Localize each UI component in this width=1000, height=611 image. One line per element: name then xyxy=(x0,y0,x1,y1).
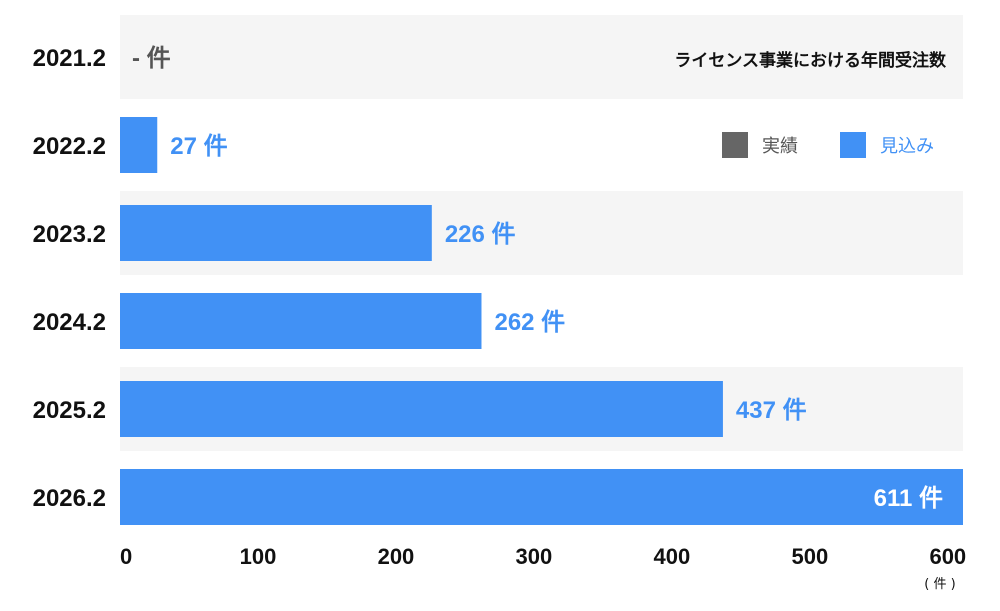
value-label: 611 件 xyxy=(874,485,943,512)
bar xyxy=(120,381,723,437)
bar xyxy=(120,205,432,261)
value-label: 27 件 xyxy=(170,133,227,160)
row-bands xyxy=(120,15,963,539)
category-label: 2022.2 xyxy=(33,133,106,160)
bar xyxy=(120,469,963,525)
legend-swatch xyxy=(840,132,866,158)
x-tick-label: 0 xyxy=(120,544,132,569)
category-label: 2025.2 xyxy=(33,397,106,424)
x-axis-ticks: 0 100 200 300 400 500 600 xyxy=(120,544,966,569)
bars-group xyxy=(120,117,963,525)
x-tick-label: 300 xyxy=(516,544,553,569)
x-tick-label: 500 xyxy=(791,544,828,569)
value-label: 226 件 xyxy=(445,221,516,248)
x-tick-label: 400 xyxy=(654,544,691,569)
x-axis-unit: ( 件 ) xyxy=(924,577,955,592)
x-tick-label: 100 xyxy=(240,544,277,569)
bar xyxy=(120,117,158,173)
category-label: 2021.2 xyxy=(33,45,106,72)
category-label: 2026.2 xyxy=(33,485,106,512)
category-labels: 2021.2 2022.2 2023.2 2024.2 2025.2 2026.2 xyxy=(33,45,106,512)
value-labels: - 件 27 件 226 件 262 件 437 件 611 件 xyxy=(132,45,943,512)
legend-label: 実績 xyxy=(762,136,798,157)
category-label: 2024.2 xyxy=(33,309,106,336)
value-label: 262 件 xyxy=(494,309,565,336)
x-tick-label: 600 xyxy=(929,544,966,569)
legend-label: 見込み xyxy=(880,136,934,157)
category-label: 2023.2 xyxy=(33,221,106,248)
legend: 実績 見込み xyxy=(722,132,934,158)
x-tick-label: 200 xyxy=(378,544,415,569)
value-label: 437 件 xyxy=(736,397,807,424)
chart-title: ライセンス事業における年間受注数 xyxy=(674,50,947,71)
value-label: - 件 xyxy=(132,45,171,72)
row-band xyxy=(120,103,963,187)
bar xyxy=(120,293,482,349)
row-band xyxy=(120,15,963,99)
legend-swatch xyxy=(722,132,748,158)
